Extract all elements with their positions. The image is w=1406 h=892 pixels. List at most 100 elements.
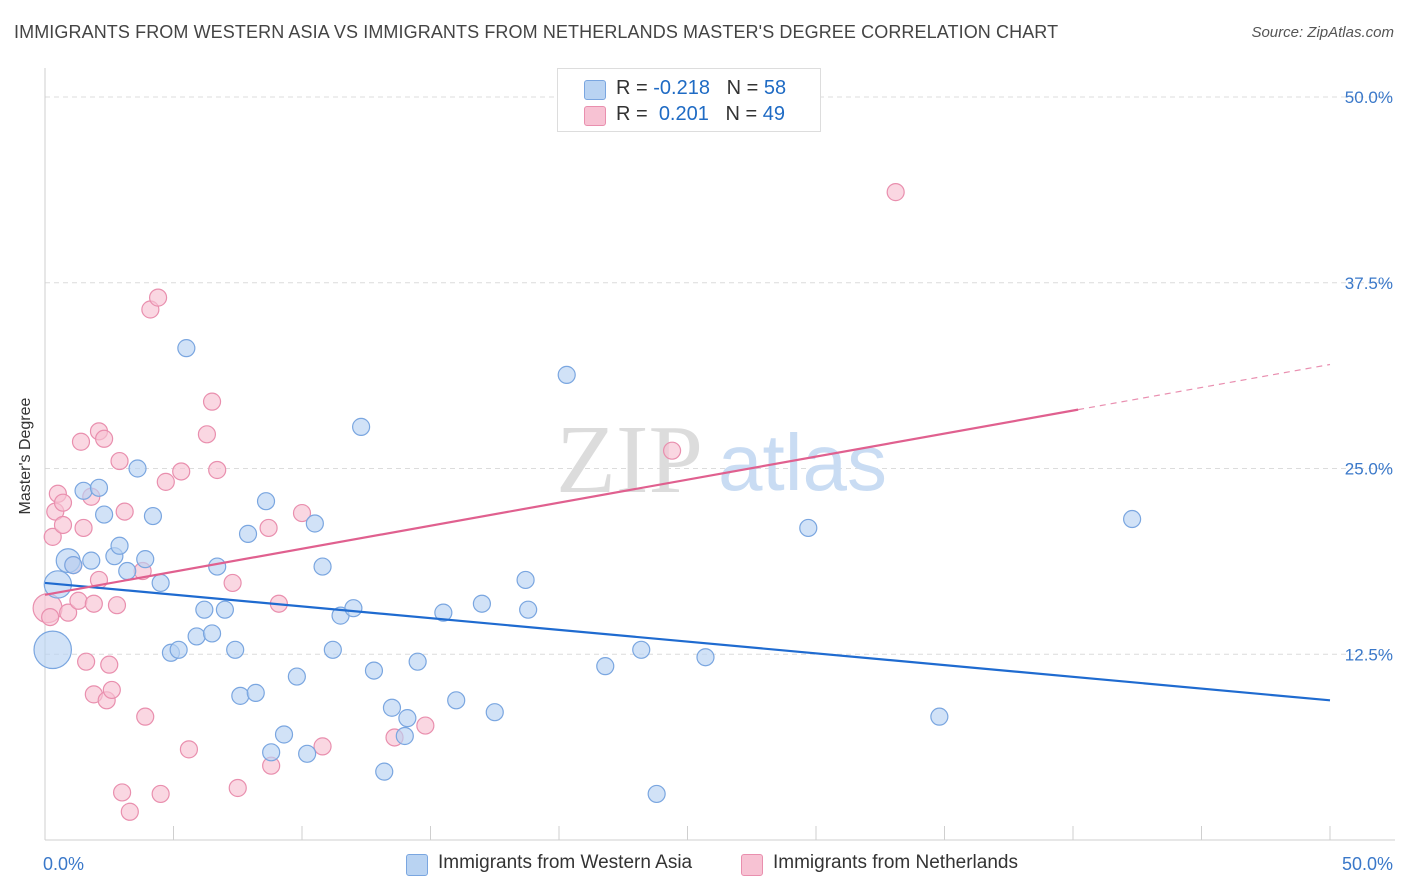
western-asia-point: [696, 648, 715, 667]
netherlands-point: [110, 451, 129, 471]
western-asia-point: [434, 603, 453, 622]
y-tick-label: 50.0%: [1345, 88, 1393, 107]
western-asia-point: [352, 417, 371, 436]
x-tick-label: 50.0%: [1342, 854, 1393, 874]
x-tick-label: 0.0%: [43, 854, 84, 874]
axes: [44, 68, 1395, 841]
western-asia-point: [647, 784, 666, 804]
netherlands-point: [95, 429, 114, 448]
western-asia-point: [231, 686, 250, 705]
western-asia-point: [136, 550, 155, 569]
western-asia-point: [323, 640, 342, 659]
western-asia-point: [74, 481, 93, 500]
watermark-zip: ZIP: [556, 406, 703, 514]
western-asia-point: [110, 536, 129, 555]
western-asia-point: [516, 570, 535, 590]
western-asia-point: [64, 555, 83, 575]
western-asia-point: [596, 657, 615, 676]
netherlands-point: [156, 472, 175, 491]
netherlands-point: [292, 503, 312, 523]
western-asia-point: [632, 640, 651, 659]
western-asia-point: [287, 667, 306, 686]
legend-r-value: 0.201: [658, 103, 709, 125]
netherlands-point: [59, 603, 78, 622]
netherlands-point: [74, 518, 93, 538]
y-tick-label: 25.0%: [1345, 460, 1393, 479]
western-asia-point: [1123, 509, 1142, 529]
source-credit: Source: ZipAtlas.com: [1251, 24, 1394, 41]
netherlands-point: [107, 596, 127, 615]
western-asia-point: [485, 703, 504, 722]
western-asia-point: [169, 640, 188, 659]
western-asia-point: [305, 514, 324, 533]
netherlands-point: [151, 784, 170, 804]
western-asia-point: [82, 551, 101, 570]
western-asia-point: [256, 492, 276, 511]
watermark-atlas: atlas: [718, 418, 887, 507]
legend-n-value: 58: [763, 77, 787, 99]
stats-legend: R = -0.218 N = 58 R = 0.201 N = 49: [557, 68, 821, 132]
western-asia-point: [799, 518, 818, 538]
netherlands-point: [120, 802, 139, 821]
netherlands-point: [71, 432, 91, 451]
series-label-western-asia: Immigrants from Western Asia: [438, 852, 693, 873]
western-asia-point: [246, 683, 265, 702]
legend-r-label: R =: [616, 77, 648, 99]
western-asia-point: [447, 691, 466, 710]
netherlands-point: [41, 607, 60, 627]
series-swatch-blue: [406, 854, 428, 876]
western-asia-point: [208, 557, 227, 576]
western-asia-point: [274, 725, 294, 744]
netherlands-point: [416, 716, 435, 735]
netherlands-point: [148, 288, 168, 307]
netherlands-point: [69, 591, 88, 610]
trend-line-dashed: [1078, 363, 1331, 411]
netherlands-point: [886, 183, 905, 202]
western-asia-point: [519, 600, 538, 619]
series-swatch-pink: [741, 854, 763, 876]
netherlands-point: [136, 707, 155, 726]
netherlands-point: [112, 783, 132, 802]
netherlands-point: [223, 573, 242, 593]
netherlands-point: [259, 518, 278, 538]
trend-lines: [44, 363, 1331, 702]
western-asia-point: [195, 600, 214, 619]
grid-lines: [45, 96, 1395, 655]
netherlands-point: [53, 515, 73, 535]
netherlands-point: [172, 462, 191, 481]
western-asia-point: [375, 762, 394, 781]
trend-line-solid: [44, 408, 1079, 596]
netherlands-point: [313, 737, 332, 756]
western-asia-point: [151, 573, 170, 593]
y-tick-labels: 12.5% 25.0% 37.5% 50.0%: [1345, 88, 1393, 664]
netherlands-point: [77, 652, 96, 671]
legend-r-value: -0.218: [653, 77, 710, 99]
y-axis-title: Master's Degree: [17, 397, 34, 515]
x-tick-labels: 0.0% 50.0%: [43, 854, 1393, 874]
netherlands-point: [53, 493, 73, 512]
netherlands-point: [208, 460, 227, 480]
western-asia-point: [226, 640, 245, 659]
western-asia-point: [33, 630, 73, 670]
western-asia-point: [313, 557, 332, 576]
trend-line-solid: [44, 581, 1331, 702]
western-asia-point: [262, 743, 281, 762]
y-tick-label: 12.5%: [1345, 645, 1393, 664]
legend-swatch-pink: [584, 106, 606, 126]
western-asia-point: [215, 600, 234, 619]
legend-n-label: N =: [725, 103, 758, 125]
legend-swatch-blue: [584, 80, 606, 100]
western-asia-point: [472, 594, 491, 613]
netherlands-point: [115, 502, 134, 521]
netherlands-point: [202, 392, 222, 411]
netherlands-point: [662, 441, 682, 460]
western-asia-point: [395, 726, 414, 746]
western-asia-point: [398, 709, 417, 728]
western-asia-point: [89, 478, 109, 497]
western-asia-point: [95, 505, 114, 524]
netherlands-point: [100, 655, 119, 674]
western-asia-point: [187, 627, 206, 646]
netherlands-point: [102, 680, 121, 700]
western-asia-point: [298, 744, 317, 763]
